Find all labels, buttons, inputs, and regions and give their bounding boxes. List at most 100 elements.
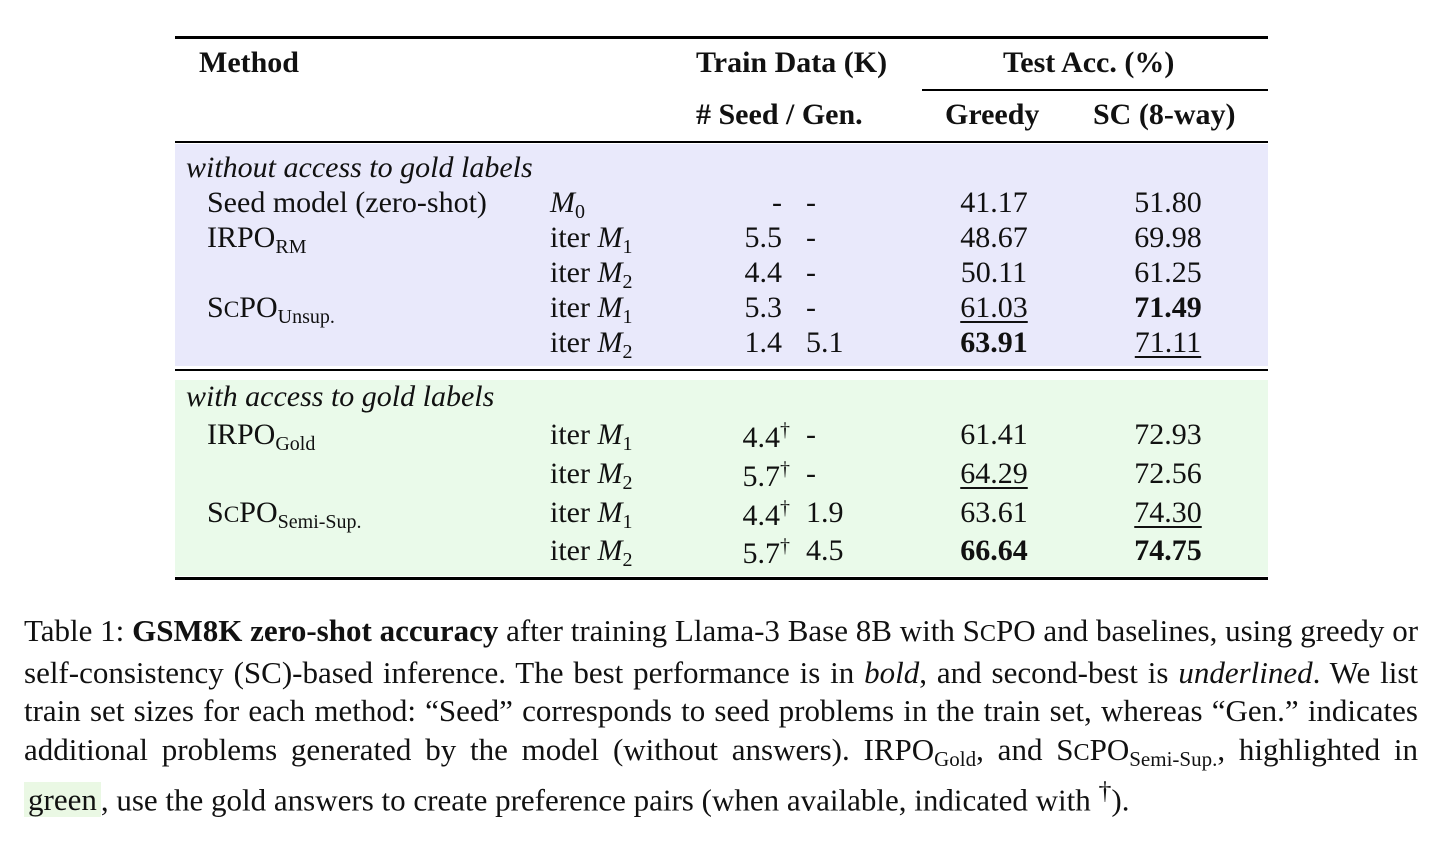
seed-value: 4.4	[742, 499, 781, 532]
iteration-label: iter M2	[550, 534, 632, 571]
model-subscript: 2	[622, 472, 633, 494]
seed-count: 4.4†	[710, 497, 791, 532]
iteration-label: iter M2	[550, 457, 632, 494]
caption-dagger: †	[1098, 776, 1112, 805]
seed-count: 4.4†	[710, 419, 791, 453]
model-symbol: M	[597, 496, 623, 529]
method-name: SCPOSemi-Sup.	[207, 496, 362, 533]
header-seed-gen: # Seed / Gen.	[696, 98, 863, 131]
sc-accuracy: 51.80	[1134, 186, 1202, 219]
method-part: S	[207, 291, 224, 324]
caption-title: GSM8K zero-shot accuracy	[132, 613, 499, 648]
group-rule	[175, 369, 1268, 371]
iteration-label: iter M1	[550, 418, 632, 455]
method-subscript: RM	[275, 236, 307, 258]
caption-text-7: ).	[1111, 782, 1130, 818]
greedy-accuracy: 63.91	[960, 326, 1028, 359]
seed-value: 5.3	[744, 291, 783, 324]
model-symbol: M	[597, 418, 623, 451]
seed-count: 5.5	[710, 223, 783, 253]
seed-value: 1.4	[744, 326, 783, 359]
iter-word: iter	[550, 418, 598, 451]
greedy-accuracy: 41.17	[960, 186, 1028, 219]
iter-word: iter	[550, 534, 598, 567]
dagger-mark: †	[780, 458, 790, 480]
model-subscript: 1	[622, 236, 633, 258]
dagger-mark: †	[780, 419, 790, 441]
iteration-label: iter M2	[550, 326, 632, 363]
greedy-accuracy: 61.03	[960, 291, 1028, 324]
method-subscript: Gold	[275, 433, 316, 455]
group-label: without access to gold labels	[186, 151, 533, 184]
method-subscript: Unsup.	[277, 306, 335, 328]
method-text: IRPO	[207, 221, 276, 254]
seed-value: 5.7	[742, 460, 781, 493]
header-method: Method	[199, 46, 299, 79]
group-band	[175, 380, 1268, 576]
iteration-label: iter M1	[550, 496, 632, 533]
method-part: C	[223, 297, 240, 323]
caption-underlined-word: underlined	[1178, 654, 1313, 690]
method-part: PO	[239, 496, 278, 529]
model-symbol: M	[597, 326, 623, 359]
model-symbol: M	[597, 534, 623, 567]
iteration-label: M0	[550, 186, 585, 223]
iteration-label: iter M1	[550, 291, 632, 328]
iter-word: iter	[550, 256, 598, 289]
gen-count: -	[806, 186, 816, 219]
method-part: PO	[239, 291, 278, 324]
top-rule	[175, 36, 1268, 39]
dagger-mark: †	[780, 497, 790, 519]
caption-text-2: , and second-best is	[919, 654, 1169, 690]
header-train-data: Train Data (K)	[696, 46, 888, 79]
seed-value: 5.7	[742, 537, 781, 570]
iteration-label: iter M2	[550, 256, 632, 293]
seed-count: 4.4	[710, 256, 783, 289]
iter-word: iter	[550, 221, 598, 254]
model-symbol: M	[550, 186, 575, 219]
method-name: IRPOGold	[207, 420, 315, 455]
model-subscript: 1	[622, 306, 633, 328]
gen-count: 4.5	[806, 534, 844, 567]
method-name: IRPORM	[207, 221, 306, 258]
model-symbol: M	[597, 457, 623, 490]
seed-count: 5.7†	[710, 458, 791, 493]
model-subscript: 2	[622, 549, 633, 571]
seed-value: -	[772, 186, 782, 219]
seed-count: -	[710, 188, 782, 218]
caption-sub-gold: Gold	[934, 746, 977, 771]
caption-prefix: Table 1:	[24, 613, 125, 648]
caption-green-word: green	[24, 782, 101, 818]
iter-word: iter	[550, 291, 598, 324]
header-greedy: Greedy	[945, 98, 1040, 131]
seed-count: 5.3	[710, 291, 783, 324]
caption-smallcap-1: C	[979, 620, 996, 647]
model-subscript: 0	[575, 201, 585, 223]
model-subscript: 2	[622, 341, 633, 363]
seed-count: 5.7†	[710, 535, 791, 570]
method-name: Seed model (zero-shot)	[207, 188, 487, 218]
sc-accuracy: 71.49	[1134, 291, 1202, 324]
model-subscript: 1	[622, 511, 633, 533]
gen-count: -	[806, 418, 816, 451]
method-name: SCPOUnsup.	[207, 291, 335, 328]
header-rule	[175, 141, 1268, 143]
greedy-accuracy: 48.67	[960, 221, 1028, 254]
sc-accuracy: 71.11	[1134, 326, 1202, 359]
dagger-mark: †	[780, 535, 790, 557]
test-acc-rule	[922, 89, 1268, 91]
model-symbol: M	[597, 291, 623, 324]
table-caption: Table 1: GSM8K zero-shot accuracy after …	[24, 612, 1418, 820]
results-table: Method Train Data (K) Test Acc. (%) # Seed …	[175, 36, 1268, 580]
seed-value: 4.4	[744, 256, 783, 289]
model-subscript: 1	[622, 433, 633, 455]
gen-count: -	[806, 221, 816, 254]
caption-smallcap-2: C	[1073, 738, 1090, 766]
iter-word: iter	[550, 457, 598, 490]
sc-accuracy: 69.98	[1134, 221, 1202, 254]
method-part: C	[223, 502, 240, 528]
model-symbol: M	[597, 256, 623, 289]
caption-text-1: after training Llama-3 Base 8B with S	[506, 613, 980, 648]
caption-text-6: , use the gold answers to create prefere…	[100, 782, 1091, 818]
sc-accuracy: 72.56	[1134, 457, 1202, 490]
